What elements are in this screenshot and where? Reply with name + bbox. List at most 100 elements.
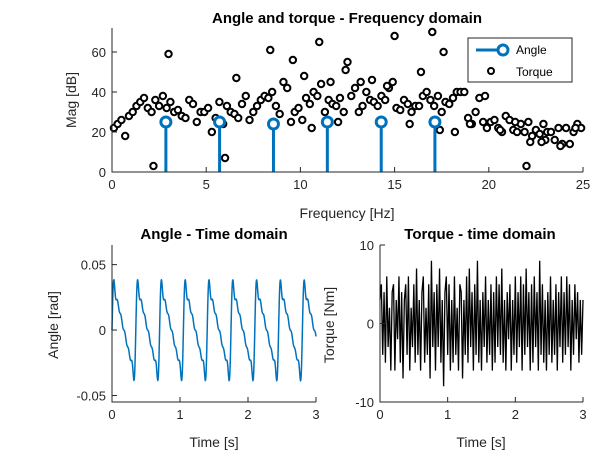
torque-magnitude-point: [271, 101, 281, 111]
torque-magnitude-point: [207, 127, 217, 137]
freq-x-tick-label: 5: [203, 177, 210, 192]
torque-magnitude-point: [561, 123, 571, 133]
torque-magnitude-point: [522, 161, 531, 171]
angle-y-axis-label: Angle [rad]: [45, 291, 61, 359]
angle-x-tick-label: 2: [244, 407, 251, 422]
torque-magnitude-point: [396, 105, 405, 115]
torque-magnitude-point: [403, 99, 412, 109]
torque-magnitude-point: [266, 45, 275, 55]
torque-magnitude-point: [241, 91, 250, 101]
torque-magnitude-point: [510, 117, 520, 127]
torque-magnitude-point: [478, 117, 488, 127]
torque-magnitude-point: [382, 81, 392, 91]
torque-magnitude-point: [512, 127, 522, 137]
torque-x-ticks: 0 1 2 3: [376, 397, 587, 422]
freq-legend: Angle Torque: [467, 37, 573, 83]
torque-magnitude-point: [535, 129, 544, 139]
torque-x-tick-label: 0: [376, 407, 383, 422]
torque-magnitude-point: [288, 55, 298, 65]
legend-box: [467, 37, 573, 83]
torque-magnitude-point: [495, 125, 505, 135]
torque-magnitude-point: [275, 109, 284, 119]
torque-magnitude-point: [220, 153, 230, 163]
torque-magnitude-point: [222, 101, 232, 111]
torque-magnitude-point: [471, 107, 480, 117]
torque-magnitude-point: [320, 107, 330, 117]
angle-stem-marker: [159, 115, 173, 129]
torque-magnitude-point: [429, 101, 439, 111]
torque-y-tick-label: 10: [360, 238, 374, 253]
torque-magnitude-point: [264, 93, 273, 103]
torque-magnitude-point: [465, 119, 475, 129]
freq-y-ticks: 0 20 40 60: [92, 45, 117, 180]
freq-chart-title: Angle and torque - Frequency domain: [212, 10, 482, 27]
torque-magnitude-point: [192, 117, 201, 127]
angle-y-ticks: -0.05 0 0.05: [76, 258, 117, 403]
torque-magnitude-point: [188, 99, 198, 109]
angle-x-ticks: 0 1 2 3: [108, 397, 320, 422]
freq-y-tick-label: 60: [92, 45, 106, 60]
torque-y-axis-label: Torque [Nm]: [321, 287, 337, 363]
torque-magnitude-point: [166, 97, 175, 107]
angle-x-tick-label: 0: [108, 407, 115, 422]
torque-magnitude-point: [347, 91, 356, 101]
torque-magnitude-point: [350, 83, 360, 93]
torque-magnitude-point: [414, 101, 424, 111]
torque-magnitude-point: [149, 161, 158, 171]
angle-stem-marker: [428, 115, 442, 129]
angle-chart-title: Angle - Time domain: [140, 226, 287, 243]
freq-x-axis-label: Frequency [Hz]: [300, 205, 395, 221]
torque-magnitude-point: [307, 123, 316, 133]
torque-magnitude-point: [298, 115, 307, 125]
torque-magnitude-point: [407, 107, 416, 117]
torque-magnitude-point: [120, 131, 130, 141]
angle-signal-line: [111, 278, 317, 382]
torque-magnitude-point: [546, 127, 556, 137]
torque-magnitude-point: [550, 135, 559, 145]
torque-magnitude-point: [367, 75, 377, 85]
torque-magnitude-point: [203, 103, 213, 113]
angle-y-tick-label: 0: [99, 323, 106, 338]
torque-magnitude-point: [147, 107, 156, 117]
torque-magnitude-point: [450, 127, 460, 137]
freq-y-tick-label: 0: [99, 165, 106, 180]
freq-x-tick-label: 20: [482, 177, 496, 192]
angle-x-tick-label: 1: [176, 407, 183, 422]
torque-magnitude-point: [539, 119, 548, 129]
torque-magnitude-point: [234, 113, 243, 123]
torque-magnitude-point: [335, 93, 345, 103]
torque-chart-marks: [379, 260, 584, 387]
angle-x-tick-label: 3: [312, 407, 319, 422]
torque-magnitude-point: [181, 113, 190, 123]
torque-magnitude-point: [279, 77, 288, 87]
torque-magnitude-point: [435, 125, 445, 135]
torque-magnitude-point: [537, 137, 546, 147]
torque-magnitude-point: [445, 99, 454, 109]
angle-x-axis-label: Time [s]: [189, 434, 238, 450]
freq-x-tick-label: 10: [293, 177, 307, 192]
torque-magnitude-point: [556, 141, 565, 151]
freq-y-tick-label: 40: [92, 85, 106, 100]
torque-magnitude-point: [151, 95, 160, 105]
torque-magnitude-point: [245, 115, 254, 125]
torque-magnitude-point: [358, 101, 367, 111]
torque-magnitude-point: [356, 77, 365, 87]
torque-y-tick-label: -10: [355, 395, 374, 410]
torque-magnitude-point: [294, 103, 303, 113]
torque-magnitude-point: [490, 115, 499, 125]
freq-y-tick-label: 20: [92, 125, 106, 140]
torque-magnitude-point: [390, 31, 399, 41]
torque-x-axis-label: Time [s]: [456, 434, 505, 450]
torque-magnitude-point: [301, 93, 311, 103]
angle-chart-marks: [111, 278, 317, 382]
torque-magnitude-point: [380, 95, 390, 105]
torque-magnitude-point: [341, 65, 350, 75]
torque-magnitude-point: [405, 119, 414, 129]
torque-magnitude-point: [433, 91, 443, 101]
torque-magnitude-point: [286, 117, 296, 127]
torque-magnitude-point: [326, 77, 335, 87]
torque-magnitude-point: [128, 107, 137, 117]
torque-magnitude-point: [460, 87, 469, 97]
